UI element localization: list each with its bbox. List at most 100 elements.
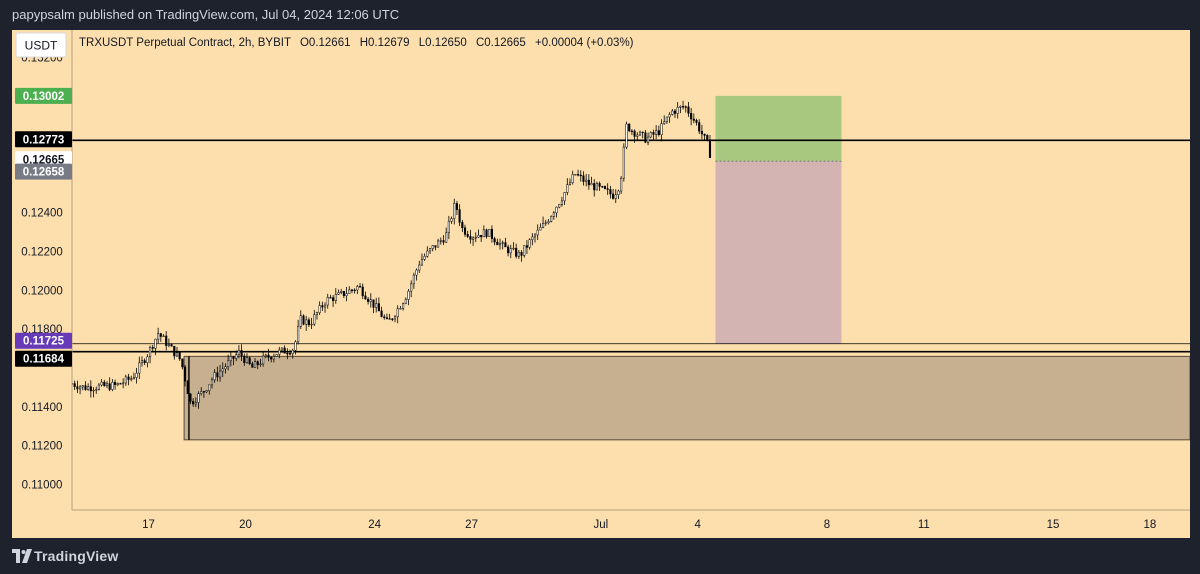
candle [676, 102, 679, 119]
candle [197, 391, 200, 409]
candle [466, 230, 469, 239]
chart-frame[interactable]: 0.13200 0.12400 0.12200 0.12000 0.11800 0.114… [12, 30, 1190, 538]
candle [356, 284, 359, 294]
candle [458, 204, 461, 227]
candle-body [291, 349, 294, 354]
candle [372, 299, 375, 314]
candle [288, 349, 292, 356]
candle-body [297, 326, 300, 343]
candle-body [305, 319, 308, 325]
candle-body [706, 135, 709, 141]
candle-body [380, 310, 383, 318]
candle-body [302, 315, 305, 325]
price-label-text: 0.11684 [23, 354, 65, 366]
candle-body [547, 221, 550, 224]
candle-body [649, 132, 652, 138]
candle [431, 245, 434, 252]
legend-line: TRXUSDT Perpetual Contract, 2h, BYBIT O0… [79, 37, 634, 49]
demand-zone [183, 355, 1190, 441]
candle [89, 380, 92, 398]
candle [348, 286, 351, 294]
candle-body [700, 130, 703, 135]
candle [334, 288, 337, 304]
candle [706, 134, 709, 142]
candle [243, 353, 246, 366]
candle-body [601, 186, 604, 188]
candle-body [622, 146, 625, 179]
candle [181, 358, 184, 370]
candle [517, 249, 520, 260]
candle [97, 383, 100, 391]
candle-body [550, 216, 553, 222]
candle-body [560, 200, 563, 205]
candle-body [455, 203, 458, 210]
candle-body [170, 344, 173, 347]
candle [579, 170, 582, 182]
candle-body [636, 134, 639, 137]
candle [73, 380, 76, 391]
candle [455, 200, 458, 216]
candle [130, 375, 133, 382]
candle-body [603, 186, 607, 189]
candle [310, 317, 313, 330]
price-label: 0.12658 [15, 163, 72, 180]
tradingview-logo-icon [12, 549, 32, 563]
candle [644, 129, 647, 144]
candle [221, 362, 224, 378]
candle-body [426, 250, 429, 257]
candle [393, 315, 397, 323]
candle-body [272, 356, 275, 360]
candle-body [490, 228, 493, 239]
candle [388, 313, 391, 320]
candle-body [655, 130, 658, 135]
candle-body [469, 236, 472, 240]
candle [259, 358, 262, 367]
candle-body [684, 106, 687, 108]
candle-body [388, 318, 391, 320]
candle [342, 290, 345, 299]
candle [547, 218, 550, 225]
candle-body [119, 383, 122, 385]
candle [687, 102, 690, 117]
chart-canvas[interactable]: 0.132000.124000.122000.120000.118000.114… [12, 30, 1190, 538]
candle-body [410, 283, 413, 292]
tradingview-brand[interactable]: TradingView [34, 548, 119, 564]
price-axis[interactable]: 0.132000.124000.122000.120000.118000.114… [12, 30, 73, 538]
candle-body [194, 402, 197, 405]
candle-body [501, 242, 504, 244]
candle [461, 219, 464, 233]
candle [248, 356, 251, 366]
candle [695, 118, 698, 126]
candle-body [294, 341, 297, 351]
lines-layer [72, 139, 1190, 353]
candle-body [620, 177, 623, 192]
candle [95, 386, 98, 394]
candle [657, 125, 660, 137]
candle-body [315, 312, 319, 316]
candle-body [146, 356, 149, 363]
candle-body [73, 383, 76, 387]
candle [566, 178, 569, 196]
candle-body [391, 318, 394, 320]
candle-body [116, 383, 119, 385]
candle-body [528, 239, 531, 248]
candle [477, 229, 480, 238]
candle [655, 125, 658, 140]
candle [587, 174, 590, 190]
currency-button-bg[interactable] [15, 32, 67, 58]
candle-body [488, 228, 491, 237]
candle-body [402, 303, 405, 309]
candle-body [288, 353, 292, 355]
candle-body [493, 238, 496, 243]
candle-body [122, 382, 125, 385]
candle-body [218, 370, 222, 378]
candle [595, 181, 598, 191]
candle [525, 239, 528, 255]
candle [684, 105, 687, 113]
candle [531, 233, 534, 246]
time-axis[interactable]: 17 20 24 27 Jul 4 8 11 15 18 [72, 509, 1190, 531]
candle [555, 206, 558, 218]
candle [114, 379, 117, 390]
candle [275, 354, 278, 357]
currency-button[interactable]: USDT [25, 39, 58, 53]
